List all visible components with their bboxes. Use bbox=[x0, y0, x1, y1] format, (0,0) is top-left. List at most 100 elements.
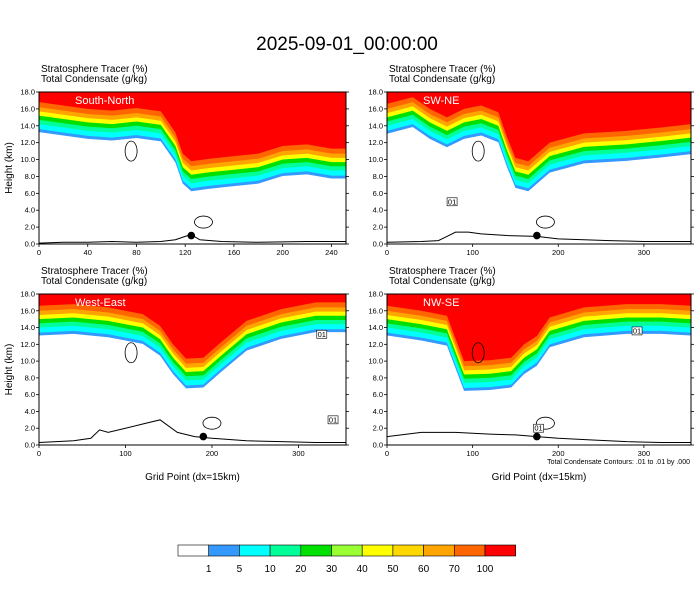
x-tick-label: 0 bbox=[385, 248, 389, 257]
y-tick-label: 16.0 bbox=[20, 104, 35, 113]
x-tick-label: 300 bbox=[638, 248, 651, 257]
y-tick-label: 6.0 bbox=[25, 189, 35, 198]
panel-3: Stratosphere Tracer (%)Total Condensate … bbox=[4, 266, 349, 483]
y-tick-label: 14.0 bbox=[368, 121, 383, 130]
location-marker bbox=[187, 231, 196, 240]
tracer-band-100 bbox=[387, 294, 691, 362]
colorbar-swatch bbox=[484, 544, 517, 557]
y-tick-label: 0.0 bbox=[25, 441, 35, 450]
y-tick-label: 8.0 bbox=[373, 373, 383, 382]
y-tick-label: 2.0 bbox=[25, 424, 35, 433]
y-tick-label: 12.0 bbox=[368, 138, 383, 147]
location-marker bbox=[533, 231, 541, 240]
location-marker bbox=[533, 432, 541, 441]
colorbar-label: 20 bbox=[295, 564, 307, 575]
x-tick-label: 300 bbox=[292, 449, 305, 458]
colorbar-label: 100 bbox=[477, 564, 494, 575]
y-tick-label: 0.0 bbox=[25, 240, 35, 249]
y-tick-label: 16.0 bbox=[368, 104, 383, 113]
y-tick-label: 12.0 bbox=[368, 340, 383, 349]
y-tick-label: 8.0 bbox=[25, 172, 35, 181]
panel-label: NW-SE bbox=[423, 297, 459, 309]
figure-title: 2025-09-01_00:00:00 bbox=[256, 34, 438, 55]
plot-frame bbox=[386, 91, 692, 245]
y-tick-label: 14.0 bbox=[20, 121, 35, 130]
y-tick-label: 4.0 bbox=[25, 407, 35, 416]
x-tick-label: 100 bbox=[466, 248, 479, 257]
x-tick-label: 200 bbox=[276, 248, 289, 257]
y-tick-label: 18.0 bbox=[20, 88, 35, 97]
colorbar-label: 5 bbox=[237, 564, 243, 575]
panel-label: West-East bbox=[75, 297, 126, 309]
panel-label: SW-NE bbox=[423, 95, 459, 107]
contour-label: 01 bbox=[534, 424, 542, 433]
condensate-contour bbox=[124, 342, 138, 364]
colorbar-swatch bbox=[208, 544, 240, 557]
panel-header-tracer: Stratosphere Tracer (%) bbox=[389, 266, 496, 277]
tracer-band-100 bbox=[39, 294, 346, 359]
y-tick-label: 12.0 bbox=[20, 138, 35, 147]
x-tick-label: 0 bbox=[385, 449, 389, 458]
y-tick-label: 2.0 bbox=[373, 223, 383, 232]
y-tick-label: 12.0 bbox=[20, 340, 35, 349]
x-tick-label: 100 bbox=[466, 449, 479, 458]
y-tick-label: 10.0 bbox=[368, 155, 383, 164]
panel-header-condensate: Total Condensate (g/kg) bbox=[41, 74, 147, 85]
panel-4: Stratosphere Tracer (%)Total Condensate … bbox=[368, 266, 694, 483]
y-tick-label: 4.0 bbox=[373, 407, 383, 416]
y-tick-label: 6.0 bbox=[25, 390, 35, 399]
colorbar-swatch bbox=[300, 544, 332, 557]
contour-label: 01 bbox=[633, 326, 641, 335]
contour-label: 01 bbox=[329, 415, 337, 424]
y-tick-label: 10.0 bbox=[20, 155, 35, 164]
y-tick-label: 16.0 bbox=[368, 306, 383, 315]
y-tick-label: 6.0 bbox=[373, 390, 383, 399]
x-axis-label: Grid Point (dx=15km) bbox=[492, 472, 587, 483]
y-tick-label: 10.0 bbox=[368, 357, 383, 366]
panel-label: South-North bbox=[75, 95, 134, 107]
condensate-contour bbox=[194, 215, 213, 229]
condensate-contour bbox=[124, 140, 138, 162]
y-tick-label: 18.0 bbox=[368, 290, 383, 299]
x-tick-label: 240 bbox=[325, 248, 338, 257]
plot-frame bbox=[386, 293, 692, 446]
terrain-line bbox=[387, 231, 691, 243]
y-axis-label: Height (km) bbox=[4, 142, 15, 194]
condensate-contour bbox=[536, 215, 555, 229]
x-tick-label: 200 bbox=[552, 248, 565, 257]
plot-frame bbox=[38, 293, 347, 446]
y-tick-label: 2.0 bbox=[25, 223, 35, 232]
plot-frame bbox=[38, 91, 347, 245]
colorbar-swatch bbox=[331, 544, 363, 557]
panel-header-condensate: Total Condensate (g/kg) bbox=[389, 276, 495, 287]
panel-header-tracer: Stratosphere Tracer (%) bbox=[41, 64, 148, 75]
panel-header-condensate: Total Condensate (g/kg) bbox=[41, 276, 147, 287]
colorbar-label: 10 bbox=[265, 564, 277, 575]
y-tick-label: 2.0 bbox=[373, 424, 383, 433]
colorbar-label: 60 bbox=[418, 564, 430, 575]
x-tick-label: 160 bbox=[228, 248, 241, 257]
y-tick-label: 16.0 bbox=[20, 306, 35, 315]
y-tick-label: 14.0 bbox=[368, 323, 383, 332]
colorbar-swatch bbox=[269, 544, 302, 557]
panel-2: Stratosphere Tracer (%)Total Condensate … bbox=[368, 64, 694, 257]
colorbar: 1 5 10 20 30 40 50 60 70 100 bbox=[177, 544, 517, 575]
condensate-contour bbox=[471, 140, 485, 162]
x-tick-label: 120 bbox=[179, 248, 192, 257]
colorbar-label: 50 bbox=[387, 564, 399, 575]
y-tick-label: 4.0 bbox=[373, 206, 383, 215]
plot-area: 01 bbox=[387, 92, 691, 243]
colorbar-label: 70 bbox=[449, 564, 461, 575]
y-tick-label: 0.0 bbox=[373, 240, 383, 249]
plot-area: 01 01 bbox=[387, 294, 691, 443]
condensate-contour bbox=[536, 416, 555, 430]
panel-header-condensate: Total Condensate (g/kg) bbox=[389, 74, 495, 85]
x-tick-label: 0 bbox=[37, 248, 41, 257]
colorbar-swatch bbox=[177, 544, 210, 557]
x-tick-label: 0 bbox=[37, 449, 41, 458]
contour-label-box bbox=[631, 326, 643, 336]
colorbar-label: 30 bbox=[326, 564, 338, 575]
colorbar-label: 40 bbox=[357, 564, 369, 575]
y-tick-label: 14.0 bbox=[20, 323, 35, 332]
